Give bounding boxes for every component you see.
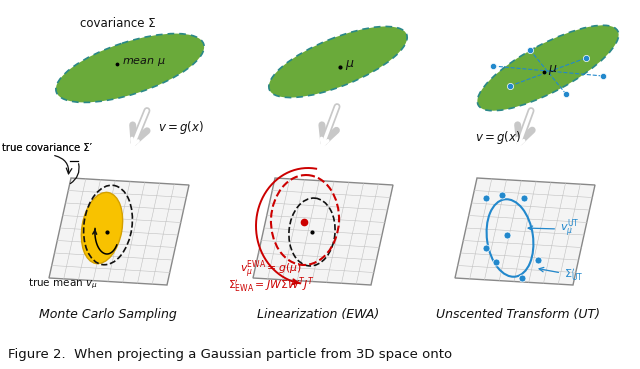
Text: Monte Carlo Sampling: Monte Carlo Sampling [39,308,177,321]
Ellipse shape [477,25,619,111]
Text: true covariance Σ′: true covariance Σ′ [2,143,92,153]
Text: mean $\mu$: mean $\mu$ [122,56,166,68]
Text: Unscented Transform (UT): Unscented Transform (UT) [436,308,600,321]
Ellipse shape [56,34,204,103]
Ellipse shape [81,192,123,263]
Text: $\mu$: $\mu$ [548,63,557,77]
Text: $\Sigma^{\prime}_{\mathrm{EWA}} = JW\Sigma W^{T} J^{T}$: $\Sigma^{\prime}_{\mathrm{EWA}} = JW\Sig… [228,275,315,295]
Text: $\mu$: $\mu$ [345,58,355,72]
Text: $v = g(x)$: $v = g(x)$ [158,120,204,137]
Polygon shape [49,178,189,285]
Polygon shape [253,178,393,285]
Text: true mean $v_{\mu}$: true mean $v_{\mu}$ [28,277,98,291]
Text: true covariance Σ′: true covariance Σ′ [2,143,92,153]
Text: $\Sigma^{\prime}_{\mathrm{UT}}$: $\Sigma^{\prime}_{\mathrm{UT}}$ [539,267,584,283]
Text: $v = g(x)$: $v = g(x)$ [475,130,521,146]
Text: $v_{\mu}^{\mathrm{EWA}} = g(\mu)$: $v_{\mu}^{\mathrm{EWA}} = g(\mu)$ [240,259,301,281]
Text: covariance Σ: covariance Σ [80,17,156,30]
Polygon shape [455,178,595,285]
Ellipse shape [269,27,407,97]
Text: Linearization (EWA): Linearization (EWA) [257,308,379,321]
Text: Figure 2.  When projecting a Gaussian particle from 3D space onto: Figure 2. When projecting a Gaussian par… [8,348,452,361]
Text: $v_{\mu}^{\mathrm{UT}}$: $v_{\mu}^{\mathrm{UT}}$ [528,218,579,240]
